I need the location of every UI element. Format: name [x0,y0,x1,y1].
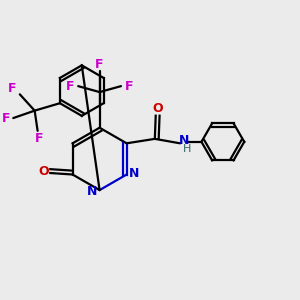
Text: O: O [38,165,49,178]
Text: H: H [182,144,191,154]
Text: F: F [66,80,74,93]
Text: F: F [95,58,104,71]
Text: N: N [129,167,139,179]
Text: F: F [2,112,10,124]
Text: F: F [125,80,133,93]
Text: N: N [178,134,189,147]
Text: O: O [152,102,163,115]
Text: N: N [87,185,98,198]
Text: F: F [35,132,44,145]
Text: F: F [8,82,16,95]
